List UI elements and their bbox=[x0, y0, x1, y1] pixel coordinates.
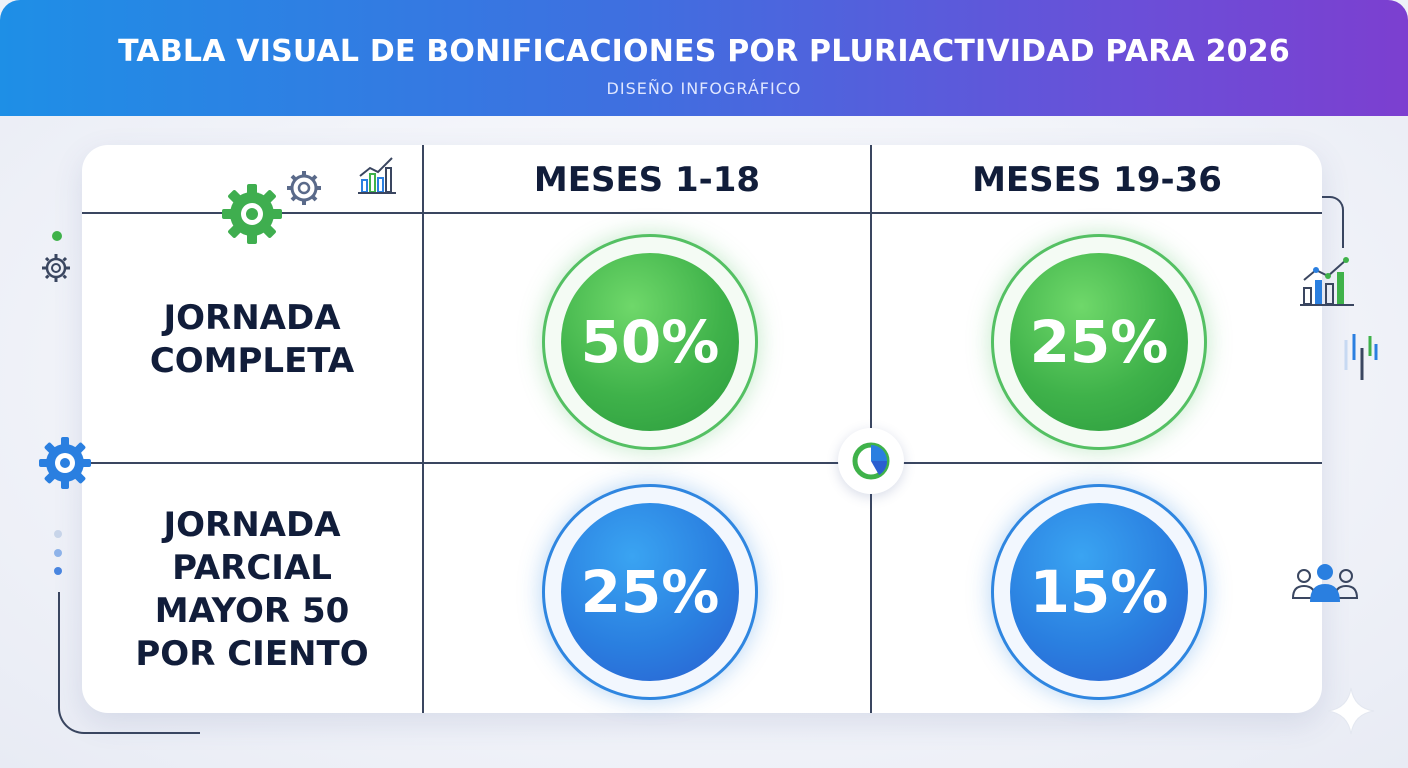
row-label-full-time: JORNADA COMPLETA bbox=[149, 298, 355, 381]
gear-icon bbox=[36, 434, 94, 496]
decorative-dot bbox=[54, 530, 62, 538]
gear-icon bbox=[40, 252, 72, 288]
page-title: TABLA VISUAL DE BONIFICACIONES POR PLURI… bbox=[118, 34, 1290, 69]
badge-value: 15% bbox=[1010, 503, 1188, 681]
badge-value: 25% bbox=[1010, 253, 1188, 431]
grid-line bbox=[422, 145, 424, 713]
badge-full-time-months-19-36: 25% bbox=[991, 234, 1207, 450]
pie-chart-icon bbox=[838, 428, 904, 494]
decorative-dot bbox=[52, 231, 62, 241]
decorative-bracket-left bbox=[58, 592, 200, 734]
header-banner: TABLA VISUAL DE BONIFICACIONES POR PLURI… bbox=[0, 0, 1408, 116]
column-header-months-19-36: MESES 19-36 bbox=[972, 160, 1222, 200]
badge-part-time-months-1-18: 25% bbox=[542, 484, 758, 700]
badge-full-time-months-1-18: 50% bbox=[542, 234, 758, 450]
gear-icon bbox=[284, 168, 324, 212]
decorative-dot bbox=[54, 567, 62, 575]
bar-chart-icon bbox=[356, 154, 398, 200]
page-subtitle: DISEÑO INFOGRÁFICO bbox=[606, 79, 802, 98]
row-label-part-time: JORNADA PARCIAL MAYOR 50 POR CIENTO bbox=[135, 505, 369, 674]
signal-bars-icon bbox=[1340, 330, 1380, 386]
bar-chart-icon bbox=[1298, 254, 1356, 312]
users-icon bbox=[1290, 560, 1360, 608]
decorative-dot bbox=[54, 549, 62, 557]
grid-line bbox=[82, 462, 1322, 464]
grid-line bbox=[82, 212, 1322, 214]
column-header-months-1-18: MESES 1-18 bbox=[533, 160, 761, 200]
badge-value: 25% bbox=[561, 503, 739, 681]
gear-icon bbox=[218, 180, 286, 252]
sparkle-icon bbox=[1326, 686, 1376, 740]
badge-value: 50% bbox=[561, 253, 739, 431]
badge-part-time-months-19-36: 15% bbox=[991, 484, 1207, 700]
decorative-bracket-right bbox=[1310, 196, 1344, 248]
